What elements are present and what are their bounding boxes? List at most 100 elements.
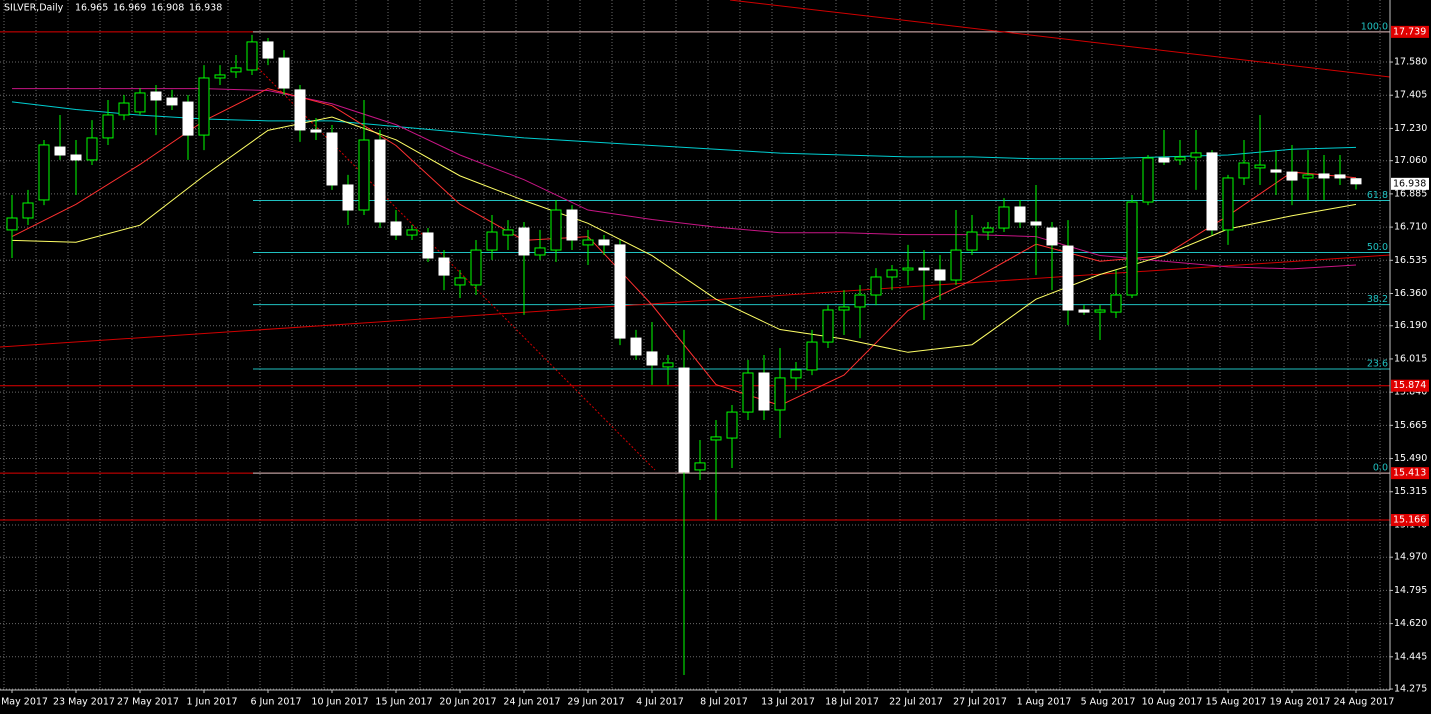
candle-body [1158, 157, 1170, 163]
axes [0, 0, 1391, 691]
candle-body [598, 239, 610, 246]
candle-body [262, 41, 274, 59]
price-level-label: 15.413 [1393, 468, 1426, 479]
candle-body [550, 209, 562, 251]
current-price-tag [1391, 177, 1429, 190]
candle-body [454, 277, 466, 286]
candle-body [422, 232, 434, 259]
candle-body [646, 351, 658, 366]
y-tick-label: 15.490 [1394, 453, 1427, 464]
candle-body [214, 74, 226, 79]
candle-body [534, 247, 546, 256]
fib-level-label: 100.0 [1361, 21, 1388, 32]
candle-body [38, 144, 50, 201]
candle-body [790, 369, 802, 379]
candle-body [678, 367, 690, 473]
fib-level-label: 61.8 [1367, 190, 1388, 201]
candle-body [134, 92, 146, 113]
candle-body [998, 206, 1010, 229]
x-tick-label: 18 Jul 2017 [825, 697, 879, 708]
candle-body [902, 267, 914, 271]
candle-body [1030, 221, 1042, 226]
x-tick-label: 10 Aug 2017 [1142, 697, 1203, 708]
candle-body [502, 229, 514, 236]
candle-body [390, 221, 402, 236]
candle-body [1302, 174, 1314, 179]
x-tick-label: 27 May 2017 [117, 697, 179, 708]
x-tick-label: 29 Jun 2017 [567, 697, 624, 708]
x-tick-label: 5 Aug 2017 [1081, 697, 1136, 708]
y-tick-label: 16.710 [1394, 222, 1427, 233]
y-tick-label: 14.275 [1394, 684, 1427, 695]
candle-body [1062, 245, 1074, 311]
candle-body [406, 229, 418, 236]
y-tick-label: 15.665 [1394, 420, 1427, 431]
y-tick-label: 14.970 [1394, 552, 1427, 563]
candle-body [1238, 162, 1250, 179]
y-tick-label: 16.535 [1394, 255, 1427, 266]
candle-body [22, 202, 34, 219]
x-tick-label: 23 May 2017 [53, 697, 115, 708]
y-tick-label: 17.060 [1394, 155, 1427, 166]
candle-body [374, 139, 386, 223]
y-tick-label: 16.190 [1394, 320, 1427, 331]
candle-body [1126, 201, 1138, 296]
price-level-label: 15.874 [1393, 380, 1426, 391]
candle-body [86, 137, 98, 161]
y-tick-label: 15.315 [1394, 486, 1427, 497]
candle-body [150, 91, 162, 101]
y-tick-label: 16.885 [1394, 188, 1427, 199]
x-tick-label: 15 Jun 2017 [375, 697, 432, 708]
header-open: 16.965 [75, 3, 108, 14]
price-level-label: 17.739 [1393, 26, 1426, 37]
candle-body [1206, 152, 1218, 231]
header-low: 16.908 [151, 3, 184, 14]
candle-body [166, 97, 178, 106]
y-tick-label: 16.360 [1394, 288, 1427, 299]
candle-body [854, 294, 866, 308]
current-price-label: 16.938 [1393, 178, 1426, 189]
candle-body [934, 269, 946, 281]
y-tick-label: 15.840 [1394, 387, 1427, 398]
candle-body [198, 77, 210, 136]
x-tick-label: 15 Aug 2017 [1206, 697, 1267, 708]
candle-body [1014, 206, 1026, 223]
candle-body [822, 309, 834, 343]
candle-body [6, 217, 18, 231]
candle-body [182, 101, 194, 136]
fib-level-label: 38.2 [1367, 294, 1388, 305]
price-level-tag [1391, 25, 1429, 38]
candle-body [54, 146, 66, 156]
candle-body [582, 239, 594, 246]
candle-body [662, 362, 674, 368]
candle-body [102, 114, 114, 139]
candle-body [806, 341, 818, 371]
fib-level-label: 0.0 [1373, 463, 1388, 474]
candle-body [614, 244, 626, 339]
y-tick-label: 17.580 [1394, 57, 1427, 68]
grid [0, 0, 1390, 690]
x-tick-label: 1 Jun 2017 [186, 697, 237, 708]
candle-body [1350, 178, 1362, 185]
x-tick-label: 24 Jun 2017 [503, 697, 560, 708]
candle-body [310, 129, 322, 133]
candle-body [1110, 294, 1122, 313]
candle-body [1078, 309, 1090, 313]
candle-body [438, 257, 450, 276]
candle-body [886, 269, 898, 278]
x-tick-label: 1 Aug 2017 [1017, 697, 1072, 708]
y-tick-label: 14.795 [1394, 585, 1427, 596]
fib-level-label: 23.6 [1367, 359, 1388, 370]
x-tick-label: 8 Jul 2017 [700, 697, 748, 708]
price-level-tag [1391, 379, 1429, 392]
trend-line [254, 64, 656, 471]
x-tick-label: 24 Aug 2017 [1334, 697, 1395, 708]
candle-body [1190, 152, 1202, 158]
x-tick-label: 6 Jun 2017 [250, 697, 301, 708]
candle-body [246, 41, 258, 71]
candle-body [710, 436, 722, 441]
candle-body [70, 154, 82, 161]
candle-body [1254, 164, 1266, 169]
y-tick-label: 14.620 [1394, 618, 1427, 629]
